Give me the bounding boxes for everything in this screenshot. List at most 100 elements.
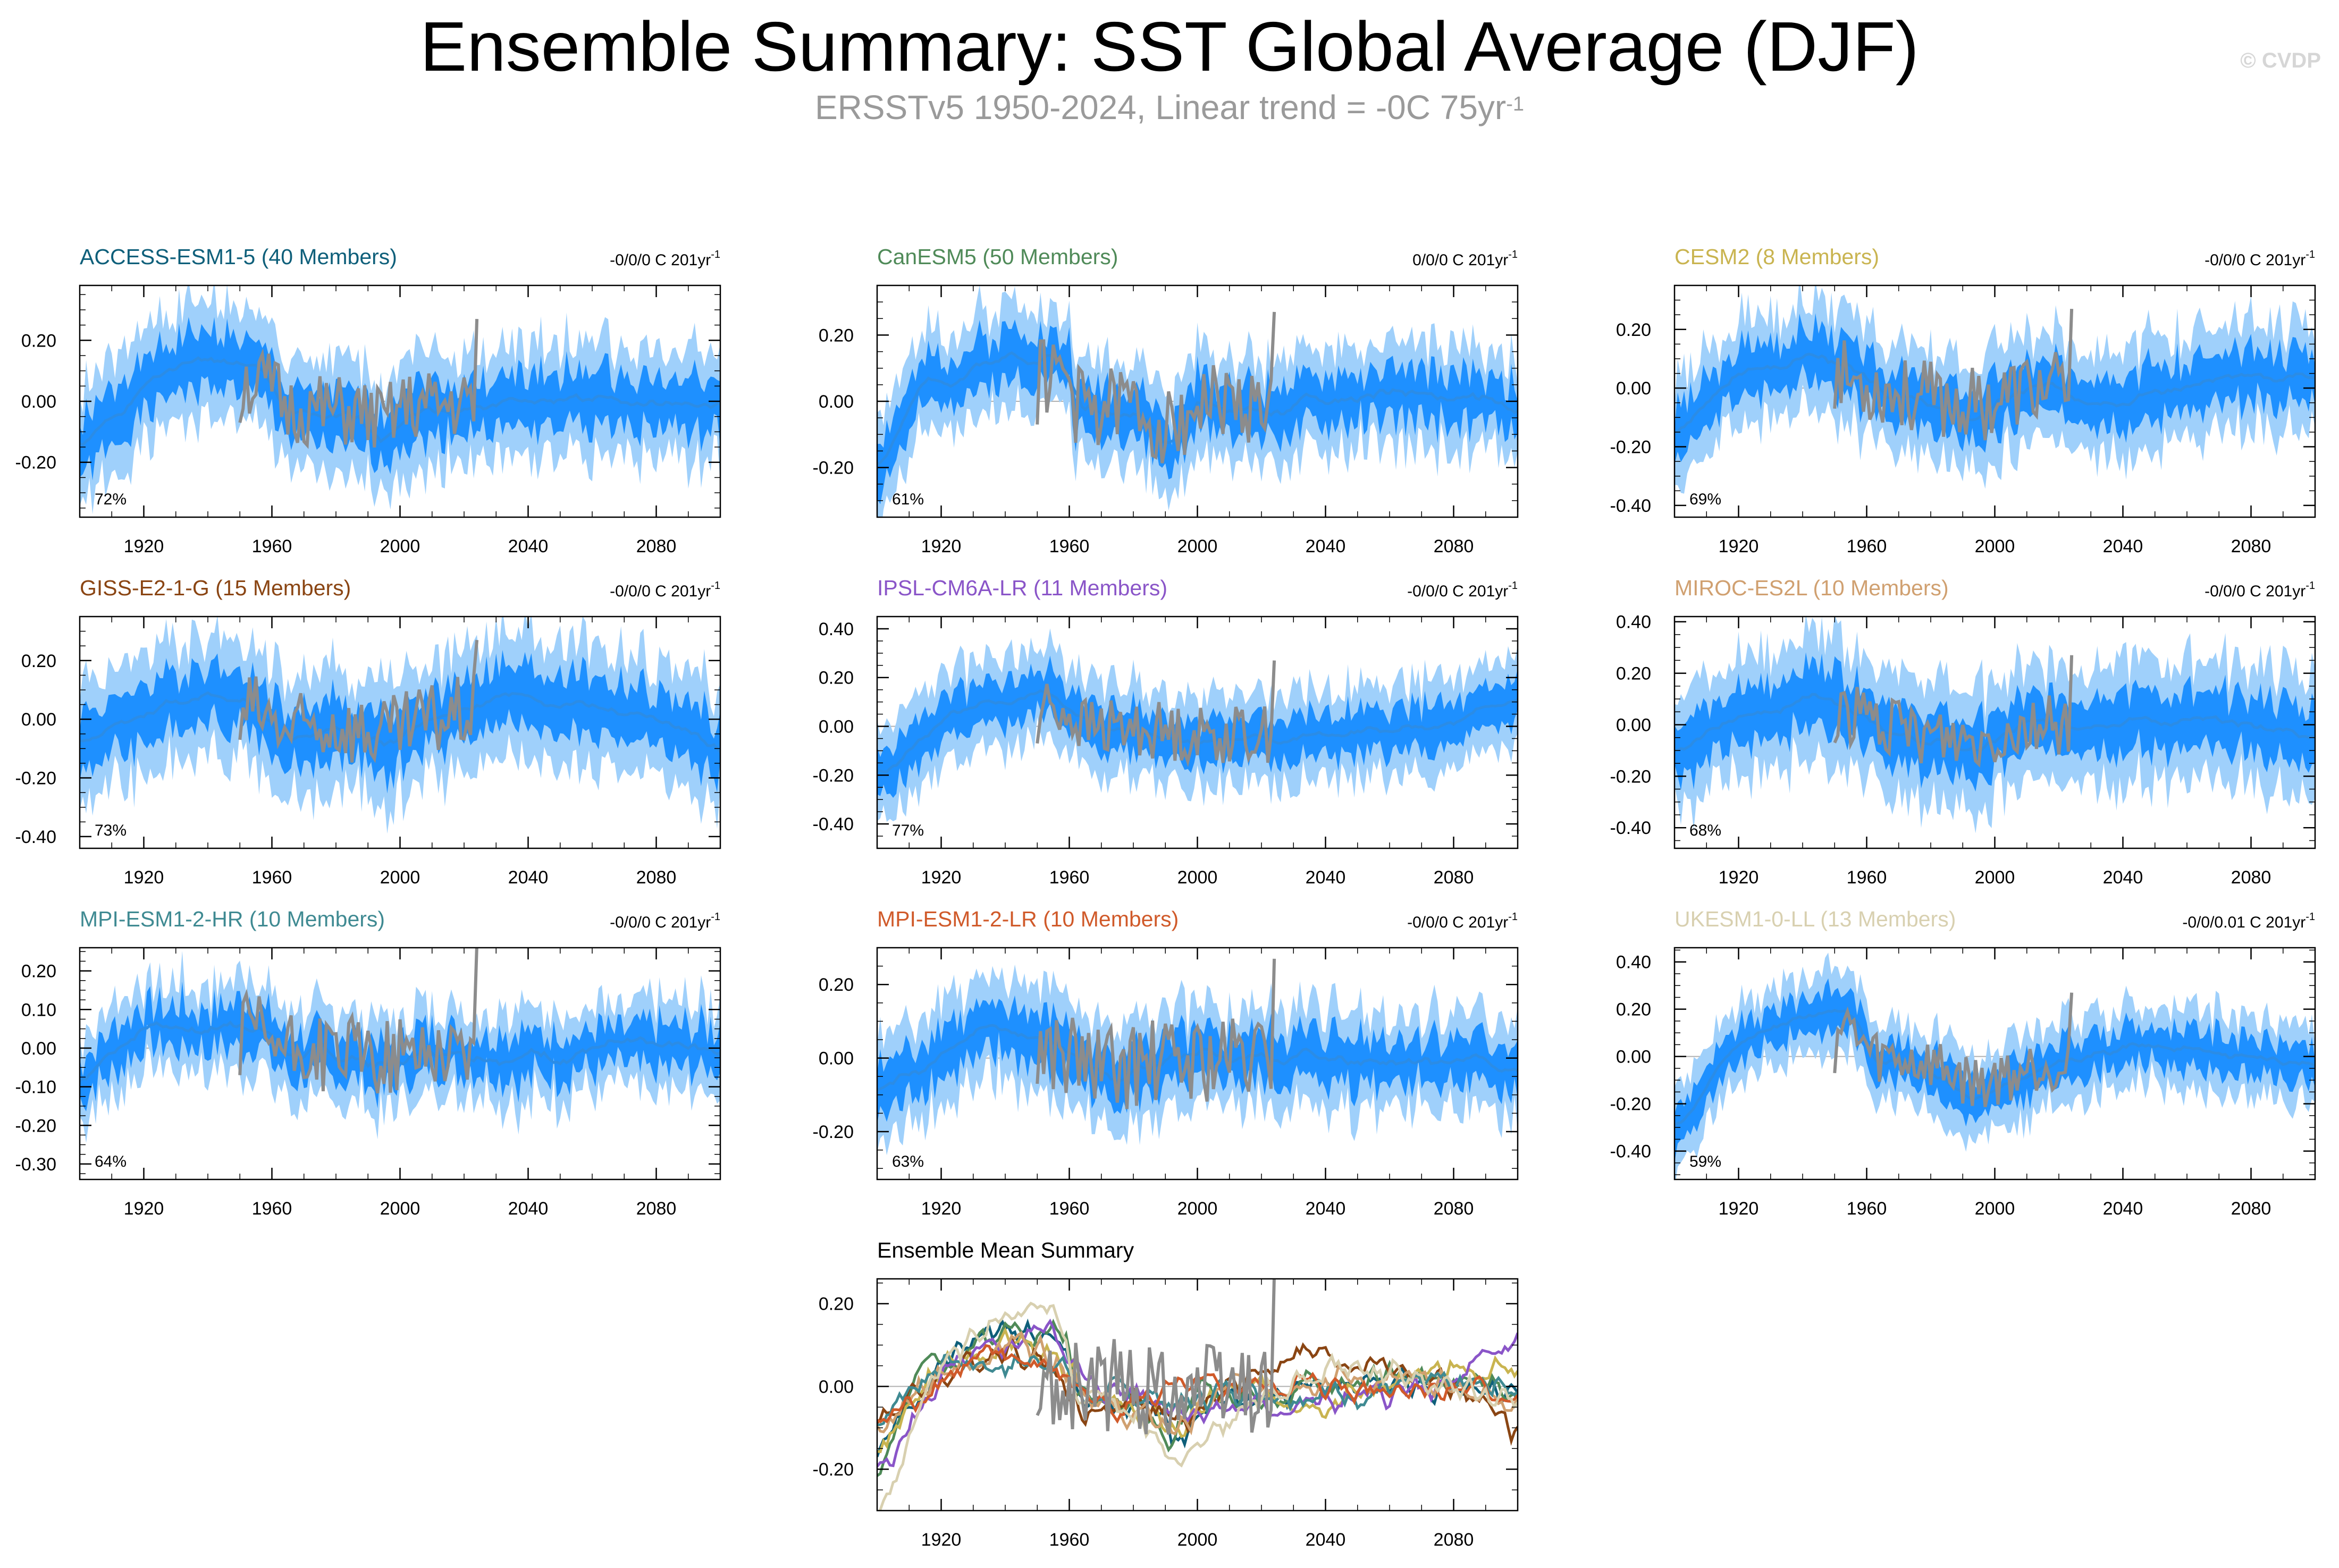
x-tick-label: 2080 [2231, 1199, 2271, 1219]
x-tick-label: 2040 [2103, 536, 2143, 557]
panel-title: ACCESS-ESM1-5 (40 Members) [80, 245, 397, 269]
x-tick-label: 1960 [1847, 1199, 1887, 1219]
chart-panel-3: -0.40 -0.20 0.00 0.20 1920 1960 2000 2040 2080 GI… [15, 576, 721, 888]
y-tick-label: 0.00 [819, 1049, 854, 1069]
y-tick-label: 0.00 [1616, 715, 1651, 735]
y-tick-label: -0.20 [15, 1116, 57, 1136]
x-tick-label: 2080 [1434, 1530, 1474, 1550]
percent-label: 61% [892, 491, 924, 508]
observations-line [1036, 958, 1276, 1109]
panel-title: MIROC-ES2L (10 Members) [1675, 576, 1949, 600]
x-tick-label: 2000 [1975, 867, 2015, 888]
trend-superscript: -1 [1508, 911, 1518, 923]
y-tick-label: 0.20 [819, 668, 854, 688]
trend-label: -0/0/0 C 201yr-1 [610, 911, 720, 931]
y-tick-label: 0.40 [1616, 612, 1651, 633]
x-tick-label: 2000 [1177, 536, 1218, 557]
ensemble-mean-line [1675, 352, 2315, 433]
x-tick-label: 1920 [1719, 1199, 1759, 1219]
panel-title: IPSL-CM6A-LR (11 Members) [877, 576, 1167, 600]
plot-area [80, 285, 720, 515]
trend-label: -0/0/0 C 201yr-1 [2205, 249, 2315, 269]
plot-area [877, 628, 1518, 822]
y-tick-label: -0.20 [1610, 1094, 1652, 1115]
model-mean-line-8 [878, 1301, 1518, 1511]
plot-area [877, 285, 1518, 517]
observations-line [1036, 311, 1276, 463]
y-tick-label: -0.20 [813, 1122, 854, 1142]
y-tick-label: 0.20 [1616, 320, 1651, 340]
x-tick-label: 1960 [1049, 536, 1090, 557]
x-tick-label: 1960 [252, 867, 292, 888]
x-tick-label: 2040 [508, 867, 549, 888]
trend-superscript: -1 [2306, 911, 2315, 923]
y-tick-label: 0.00 [819, 1377, 854, 1397]
y-tick-label: 0.20 [1616, 1000, 1651, 1020]
chart-panel-5: -0.40 -0.20 0.00 0.20 0.40 1920 1960 2000 2040 20… [1610, 576, 2316, 888]
x-tick-label: 2080 [2231, 536, 2271, 557]
y-tick-label: -0.20 [15, 769, 57, 789]
x-tick-label: 2040 [508, 536, 549, 557]
y-tick-label: 0.20 [21, 962, 56, 982]
ensemble-mean-line [80, 356, 720, 446]
plot-area [1675, 617, 2315, 833]
x-tick-label: 2000 [380, 536, 420, 557]
trend-label: -0/0/0.01 C 201yr-1 [2182, 911, 2315, 931]
trend-superscript: -1 [711, 911, 720, 923]
figure-subtitle: ERSSTv5 1950-2024, Linear trend = -0C 75… [0, 86, 2339, 129]
chart-panel-4: -0.40 -0.20 0.00 0.20 0.40 1920 1960 2000 2040 20… [813, 576, 1519, 888]
x-tick-label: 1920 [921, 536, 962, 557]
subtitle-superscript: -1 [1506, 93, 1525, 115]
percent-label: 63% [892, 1153, 924, 1170]
y-tick-label: 0.00 [21, 710, 56, 730]
observations-line [1833, 992, 2074, 1108]
x-tick-label: 2080 [636, 1199, 677, 1219]
x-tick-label: 1920 [124, 1199, 164, 1219]
plot-area [80, 948, 720, 1143]
y-tick-label: -0.40 [1610, 818, 1652, 838]
y-tick-label: 0.00 [819, 392, 854, 412]
chart-panel-2: -0.40 -0.20 0.00 0.20 1920 1960 2000 2040 2080 CE… [1610, 245, 2316, 557]
chart-panel-0: -0.20 0.00 0.20 1920 1960 2000 2040 2080 ACCESS-… [15, 245, 721, 557]
plot-area [1675, 285, 2315, 494]
chart-panel-6: -0.30 -0.20 -0.10 0.00 0.10 0.20 1920 1960 2000 2… [15, 907, 721, 1219]
trend-label: -0/0/0 C 201yr-1 [1407, 580, 1518, 600]
trend-label: -0/0/0 C 201yr-1 [2205, 580, 2315, 600]
y-tick-label: -0.40 [1610, 1142, 1652, 1162]
plot-area [877, 1279, 1518, 1511]
x-tick-label: 2080 [636, 867, 677, 888]
x-tick-label: 1960 [1847, 536, 1887, 557]
y-tick-label: 0.20 [21, 651, 56, 671]
x-tick-label: 1920 [921, 1199, 962, 1219]
x-tick-label: 2000 [1177, 1530, 1218, 1550]
x-tick-label: 2000 [1975, 536, 2015, 557]
spread-band-inner [80, 650, 720, 794]
spread-band-inner [877, 995, 1518, 1124]
x-tick-label: 2000 [1177, 1199, 1218, 1219]
percent-label: 69% [1689, 491, 1721, 508]
x-tick-label: 2000 [1177, 867, 1218, 888]
observations-line [238, 319, 479, 449]
percent-label: 77% [892, 822, 924, 839]
y-tick-label: 0.00 [1616, 378, 1651, 399]
spread-band-inner [1675, 978, 2315, 1163]
x-tick-label: 1920 [921, 1530, 962, 1550]
y-tick-label: 0.00 [21, 1039, 56, 1059]
x-tick-label: 2040 [2103, 1199, 2143, 1219]
y-tick-label: -0.20 [813, 765, 854, 786]
observations-line [238, 639, 479, 763]
percent-label: 68% [1689, 822, 1721, 839]
x-tick-label: 1920 [1719, 536, 1759, 557]
y-tick-label: -0.40 [15, 827, 57, 847]
y-tick-label: -0.20 [1610, 437, 1652, 458]
trend-superscript: -1 [711, 249, 720, 260]
y-tick-label: -0.20 [813, 458, 854, 478]
x-tick-label: 2040 [1306, 536, 1346, 557]
panel-title: MPI-ESM1-2-HR (10 Members) [80, 907, 385, 931]
percent-label: 64% [95, 1153, 127, 1170]
figure-title: Ensemble Summary: SST Global Average (DJ… [420, 7, 1919, 86]
x-tick-label: 2000 [380, 867, 420, 888]
percent-label: 59% [1689, 1153, 1721, 1170]
observations-line [1833, 655, 2074, 768]
x-tick-label: 1920 [124, 867, 164, 888]
